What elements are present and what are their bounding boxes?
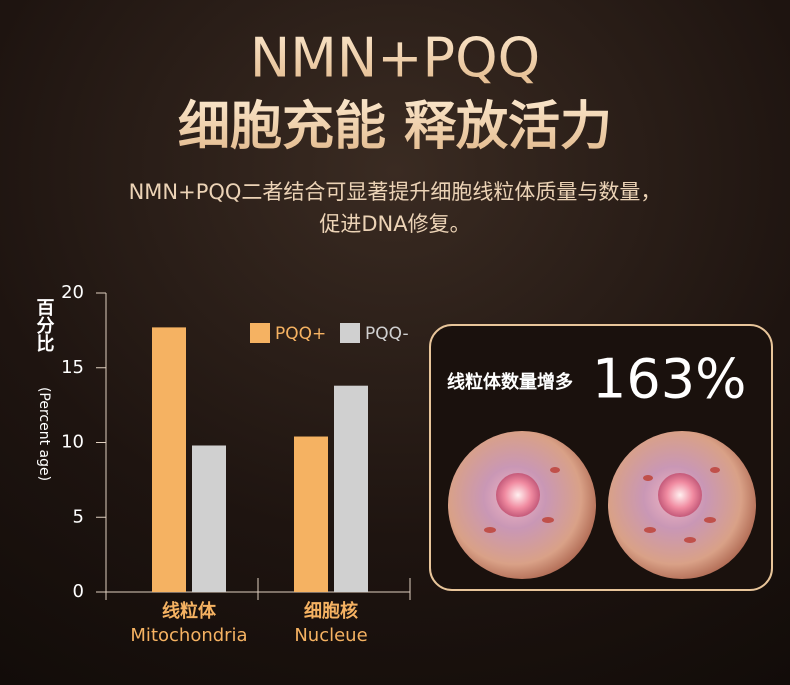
description: 促进DNA修复。	[319, 212, 470, 236]
title: NMN+PQQ	[250, 27, 540, 90]
y-tick-label: 15	[61, 357, 84, 378]
y-tick-label: 0	[73, 581, 84, 602]
cell-illustration	[608, 431, 756, 579]
y-axis-label-sub: (Percent age)	[36, 387, 52, 481]
x-tick-sublabel: Nucleue	[294, 625, 367, 646]
x-tick-sublabel: Mitochondria	[130, 625, 247, 646]
callout-highlight: 163%	[592, 348, 746, 411]
bar	[192, 445, 226, 592]
y-axis-label: 百分比	[34, 298, 55, 353]
x-tick-label: 细胞核	[304, 600, 358, 622]
bar	[334, 385, 368, 592]
legend-swatch	[250, 323, 270, 343]
bar	[294, 436, 328, 592]
legend-label: PQQ+	[275, 324, 326, 344]
cell-illustration	[448, 431, 596, 579]
subtitle: 细胞充能 释放活力	[178, 97, 612, 157]
description: NMN+PQQ二者结合可显著提升细胞线粒体质量与数量，	[129, 180, 662, 204]
legend-swatch	[340, 323, 360, 343]
bar	[152, 327, 186, 592]
y-tick-label: 10	[61, 432, 84, 453]
callout-text: 线粒体数量增多	[447, 371, 573, 393]
y-tick-label: 20	[61, 282, 84, 303]
y-tick-label: 5	[73, 506, 84, 527]
legend-label: PQQ-	[365, 324, 409, 344]
x-tick-label: 线粒体	[162, 600, 217, 622]
